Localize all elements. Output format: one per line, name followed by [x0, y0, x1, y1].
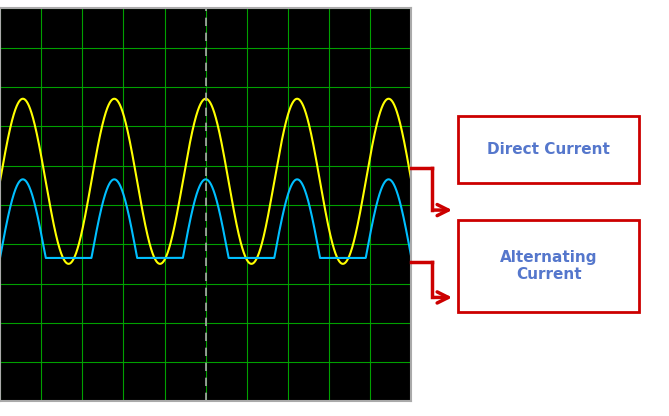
Text: Direct Current: Direct Current [487, 142, 610, 157]
Text: Alternating
Current: Alternating Current [500, 250, 597, 282]
